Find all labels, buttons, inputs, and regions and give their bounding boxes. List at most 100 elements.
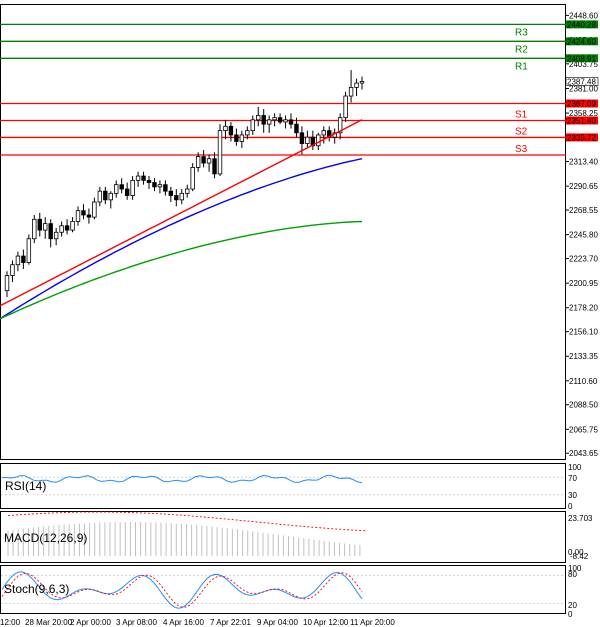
candle-body [141,175,146,181]
x-label: 3 Apr 08:00 [116,618,157,627]
current-price-tag [565,77,599,86]
stoch-scale-100: 100 [568,564,582,573]
candle-body [343,95,348,119]
stoch-scale-20: 20 [568,601,577,610]
main-plot: R3 R2 R1 S1 S2 S3 [0,23,566,320]
price-tick-label: 2268.55 [569,206,598,215]
macd-scale-low: -8.42 [570,552,589,561]
macd-panel-frame [0,511,566,563]
level-price-label: 2424.60 [567,37,596,46]
candle-body [32,218,37,240]
level-name: R3 [515,27,528,38]
time-axis: 12:00 28 Mar 20:00 2 Apr 00:00 3 Apr 08:… [0,618,395,627]
level-price-tag [566,133,598,142]
candle-body [234,134,239,142]
stoch-scale-0: 0 [568,610,573,619]
price-tick-label: 2448.60 [569,11,598,20]
candle-body [195,156,201,168]
price-tick-label: 2200.95 [569,279,598,288]
candle-body [37,218,42,231]
current-price-label: 2387.48 [567,77,596,86]
candle-body [256,115,261,121]
level-price-label: 2351.40 [567,116,596,125]
rsi-scale-70: 70 [568,474,577,483]
price-tick-label: 2223.70 [569,255,598,264]
x-label: 28 Mar 20:00 [25,618,73,627]
level-price-label: 2335.72 [567,133,596,142]
level-price-tag [566,20,598,29]
candle-body [245,130,250,136]
price-tick-label: 2403.75 [569,60,598,69]
candle-body [168,190,174,196]
rsi-panel-frame [0,463,566,509]
candle-body [277,117,283,123]
macd-scale-high: 23.703 [568,514,593,523]
candle-body [348,86,354,97]
candle-body [250,119,255,132]
candle-body [190,166,195,190]
price-axis: 2448.602425.802403.752381.002358.252335.… [565,11,599,458]
x-label: 2 Apr 00:00 [70,618,111,627]
candle-body [321,130,326,136]
level-name: S1 [515,109,528,120]
candle-body [114,184,119,194]
level-price-tag [566,116,598,125]
candle-body [43,223,48,231]
level-name: S2 [515,126,528,137]
rsi-scale-30: 30 [568,491,577,500]
candle-body [135,175,141,181]
candle-body [108,192,113,201]
x-label: 7 Apr 22:01 [210,618,251,627]
rsi-label: RSI(14) [5,479,46,493]
price-tick-label: 2381.00 [569,84,598,93]
price-tick-label: 2290.65 [569,182,598,191]
candle-body [75,210,81,222]
candle-body [157,184,163,188]
moving-average-line [0,119,363,307]
stoch-label: Stoch(9,6,3) [4,582,69,596]
candle-body [124,188,130,196]
stoch-d-line [1,572,363,608]
candle-body [316,134,321,147]
level-name: R1 [515,61,528,72]
x-label: 10 Apr 12:00 [303,618,349,627]
candle-body [305,136,310,145]
price-tick-label: 2043.65 [569,449,598,458]
moving-average-line [0,158,363,320]
rsi-line [1,474,363,484]
candle-body [4,275,10,292]
candle-body [201,156,206,164]
candle-body [103,190,108,201]
candle-body [26,238,32,263]
candle-body [212,158,217,175]
price-tick-label: 2156.10 [569,328,598,337]
candle-body [15,255,21,266]
candle-body [239,134,245,142]
macd-scale-zero: 0.00 [568,548,584,557]
level-price-label: 2367.09 [567,100,596,109]
candle-body [119,184,124,190]
candle-body [217,130,223,175]
candle-body [228,125,234,136]
candle-body [337,117,343,134]
level-price-tag [566,37,598,46]
candle-body [354,82,359,88]
macd-label: MACD(12,26,9) [4,531,87,545]
price-tick-label: 2133.35 [569,352,598,361]
price-tick-label: 2110.60 [569,377,598,386]
price-tick-label: 2358.25 [569,109,598,118]
candle-body [130,179,135,196]
x-label: 12:00 [0,618,21,627]
level-price-label: 2408.91 [567,54,596,63]
level-price-tag [566,99,598,108]
stoch-scale-80: 80 [568,570,577,579]
candle-body [152,182,157,188]
candle-body [185,188,190,194]
price-tick-label: 2088.50 [569,401,598,410]
x-label: 9 Apr 04:00 [257,618,298,627]
candle-body [283,119,288,123]
level-price-tag [566,54,598,63]
price-tick-label: 2245.80 [569,231,598,240]
candle-body [10,264,15,276]
